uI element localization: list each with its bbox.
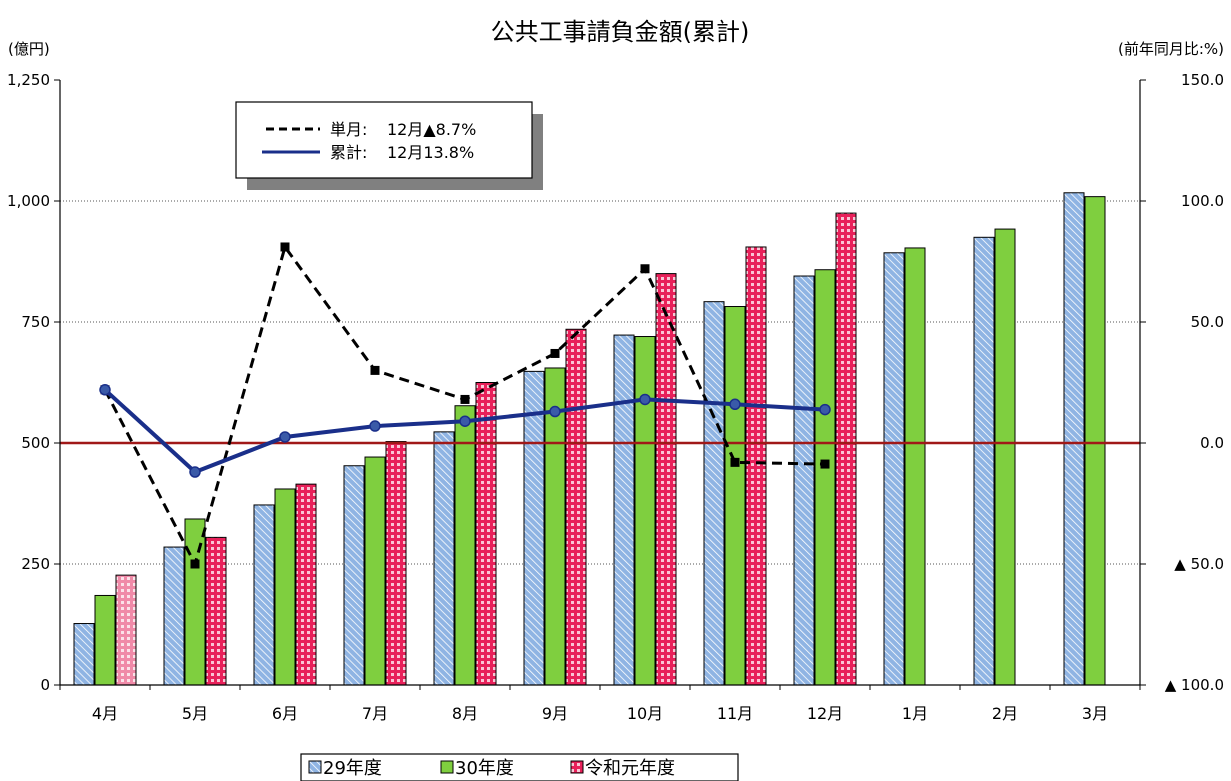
legend-swatch-30 [440, 760, 454, 774]
bar [205, 536, 227, 686]
left-tick-label: 750 [21, 313, 50, 331]
x-tick-label: 3月 [1082, 704, 1108, 723]
bar [994, 228, 1016, 686]
x-tick-label: 4月 [92, 704, 118, 723]
legend-cumulative-label: 累計: [330, 143, 367, 162]
bar [163, 546, 185, 686]
legend-swatch-29 [308, 760, 322, 774]
x-tick-label: 10月 [627, 704, 663, 723]
left-tick-label: 1,250 [7, 71, 50, 89]
bar-legend: 29年度 30年度 令和元年度 [300, 753, 739, 781]
bar [454, 405, 476, 686]
right-axis-label: (前年同月比:%) [1118, 40, 1224, 58]
legend-label-29: 29年度 [323, 758, 382, 779]
single-month-marker [280, 242, 290, 252]
bar [385, 441, 407, 686]
axes [59, 80, 1141, 690]
legend-cumulative-value: 12月13.8% [387, 143, 474, 162]
legend-single-month-label: 単月: [330, 120, 367, 139]
single-month-marker [730, 457, 740, 467]
bar [253, 504, 275, 686]
cumulative-marker [819, 403, 831, 416]
bar [613, 334, 635, 686]
x-tick-label: 6月 [272, 704, 298, 723]
cumulative-marker [549, 405, 561, 418]
x-tick-label: 1月 [902, 704, 928, 723]
bar [973, 236, 995, 686]
left-tick-label: 0 [40, 676, 50, 694]
right-axis: ▲ 100.0 ▲ 50.0 0.0 50.0 100.0 150.0 [1140, 71, 1224, 694]
bar [655, 273, 677, 686]
line-legend-box [235, 101, 533, 179]
x-tick-label: 9月 [542, 704, 568, 723]
left-axis: 0 250 500 750 1,000 1,250 [7, 71, 60, 694]
bar [73, 623, 95, 686]
legend-single-month-value: 12月▲8.7% [387, 120, 476, 139]
cumulative-marker [99, 384, 111, 396]
single-month-marker [190, 559, 200, 569]
bar [745, 246, 767, 686]
right-tick-label: ▲ 100.0 [1165, 676, 1224, 694]
legend-label-reiwa: 令和元年度 [585, 758, 675, 779]
x-tick-label: 12月 [807, 704, 843, 723]
bar [295, 483, 317, 686]
bar [523, 370, 545, 686]
single-month-marker [370, 365, 380, 375]
cumulative-marker [279, 431, 291, 443]
x-tick-label: 7月 [362, 704, 388, 723]
bar [814, 269, 836, 686]
left-tick-label: 250 [21, 555, 50, 573]
x-tick-label: 8月 [452, 704, 478, 723]
bar [883, 252, 905, 686]
bar [433, 431, 455, 686]
x-tick-label: 2月 [992, 704, 1018, 723]
bar [364, 456, 386, 686]
right-tick-label: 50.0 [1191, 313, 1224, 331]
bar [703, 301, 725, 686]
single-month-marker [820, 459, 830, 469]
single-month-marker [640, 264, 650, 274]
right-tick-label: 150.0 [1181, 71, 1224, 89]
bar [94, 594, 116, 686]
bar [634, 336, 656, 686]
left-axis-label: (億円) [8, 40, 50, 58]
left-tick-label: 1,000 [7, 192, 50, 210]
chart-title: 公共工事請負金額(累計) [491, 18, 750, 46]
right-tick-label: 100.0 [1181, 192, 1224, 210]
bar [565, 328, 587, 686]
line-legend: 単月: 12月▲8.7% 累計: 12月13.8% [235, 101, 543, 190]
cumulative-marker [459, 415, 471, 427]
right-tick-label: ▲ 50.0 [1174, 555, 1224, 573]
cumulative-marker [729, 398, 741, 411]
cumulative-marker [639, 393, 651, 406]
bar [1084, 196, 1106, 686]
left-tick-label: 500 [21, 434, 50, 452]
bar [793, 275, 815, 686]
legend-swatch-reiwa [570, 760, 584, 774]
bar-series [73, 192, 1106, 686]
single-month-marker [550, 348, 560, 358]
x-tick-label: 5月 [182, 704, 208, 723]
line-series [99, 242, 831, 569]
bar [1063, 192, 1085, 686]
x-axis-labels: 4月 5月 6月 7月 8月 9月 10月 11月 12月 1月 2月 3月 [92, 704, 1108, 723]
legend-label-30: 30年度 [455, 758, 514, 779]
x-tick-label: 11月 [717, 704, 753, 723]
bar-legend-box [300, 753, 739, 781]
bar [475, 382, 497, 686]
cumulative-marker [369, 420, 381, 432]
cumulative-marker [189, 466, 201, 478]
bar [724, 306, 746, 686]
bar [904, 247, 926, 686]
bar [115, 574, 137, 686]
bar [274, 488, 296, 686]
single-month-marker [460, 394, 470, 404]
bar [343, 465, 365, 686]
bar [835, 212, 857, 686]
right-tick-label: 0.0 [1200, 434, 1224, 452]
